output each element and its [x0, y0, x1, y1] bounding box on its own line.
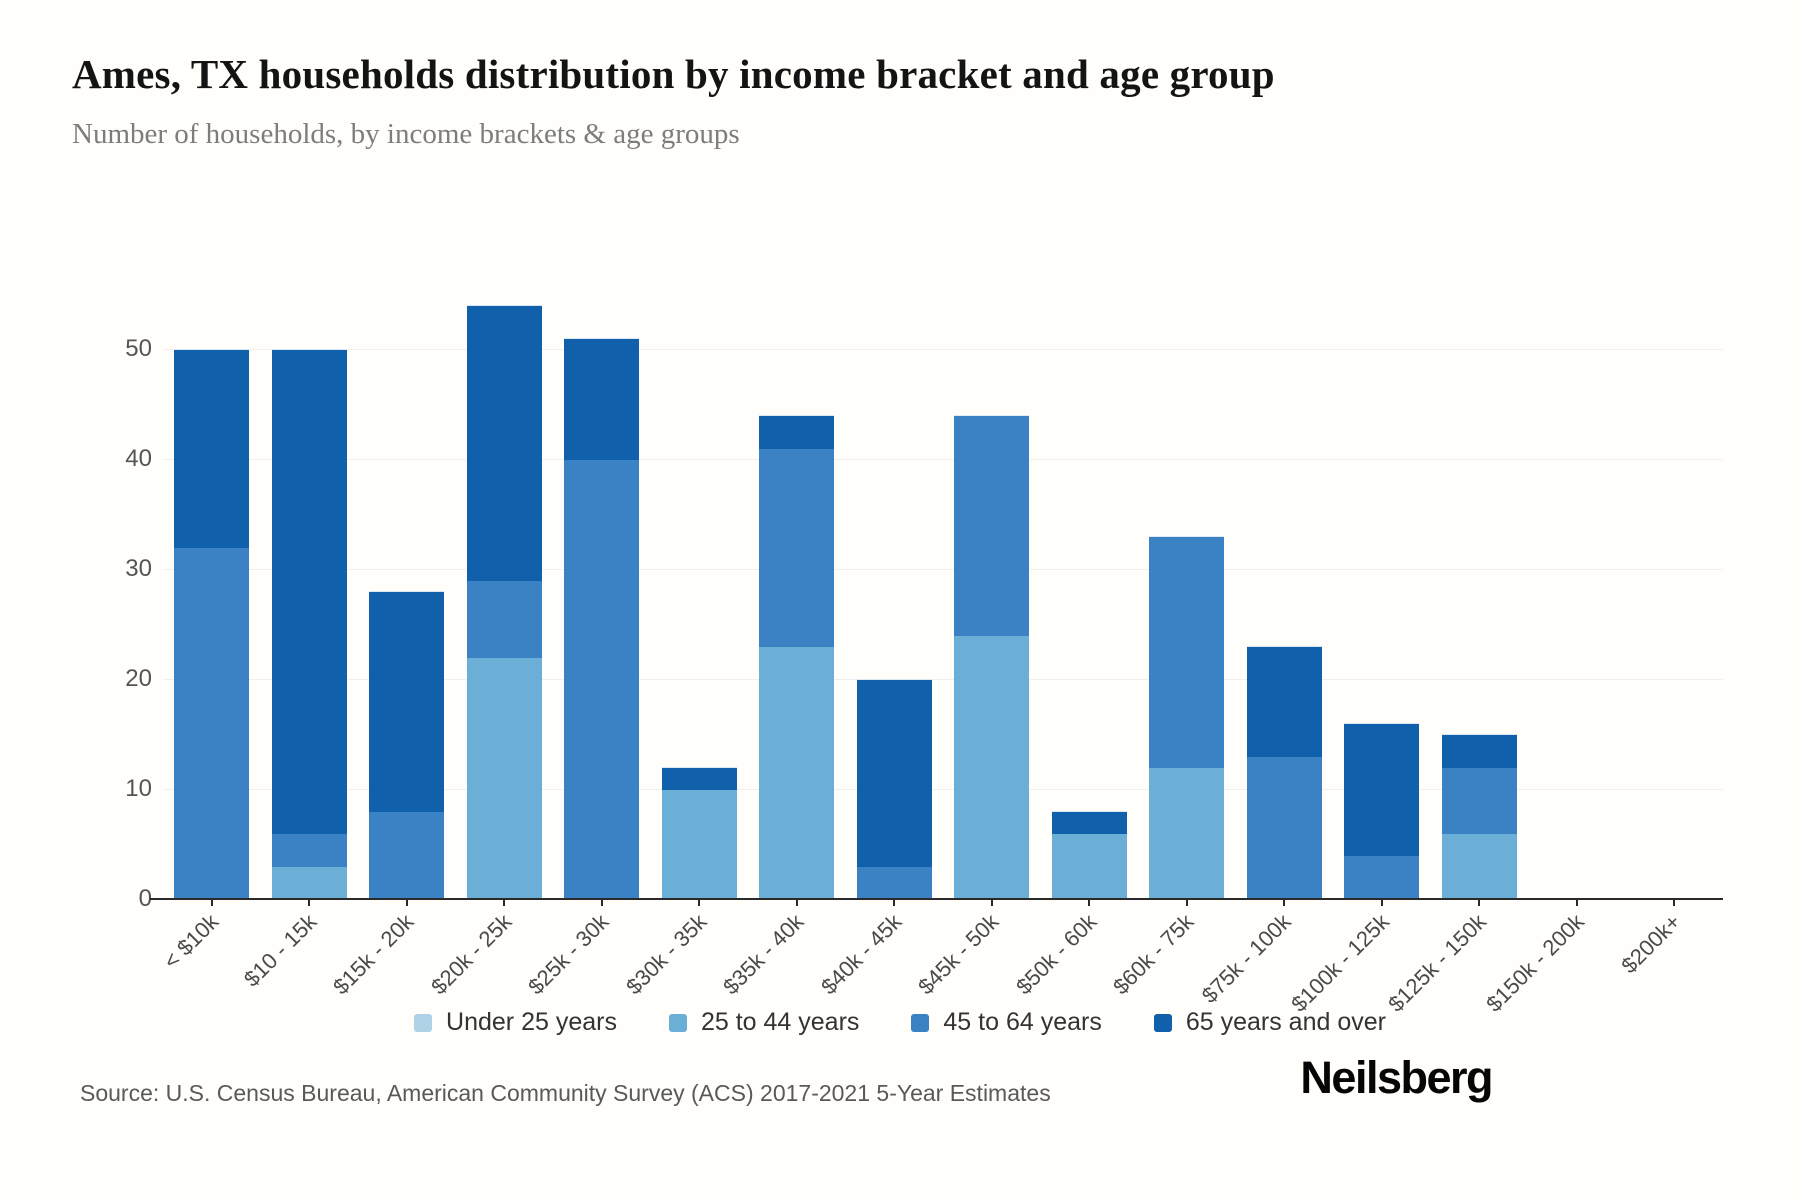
- x-axis-tick: [1575, 899, 1578, 906]
- legend-swatch-icon: [668, 1013, 687, 1032]
- y-gridline: [163, 789, 1723, 790]
- bar-segment[interactable]: [1149, 536, 1225, 768]
- bar-segment[interactable]: [466, 657, 542, 899]
- bar-segment[interactable]: [174, 349, 250, 548]
- x-axis-tick: [210, 899, 213, 906]
- legend-item[interactable]: 65 years and over: [1153, 1008, 1386, 1037]
- x-axis-tick-label: $75k - 100k: [1196, 909, 1296, 1008]
- bar-segment[interactable]: [1246, 646, 1322, 757]
- x-axis-tick: [308, 899, 311, 906]
- x-axis-tick: [1283, 899, 1286, 906]
- x-axis-tick-label: $200k+: [1616, 909, 1686, 979]
- x-axis-tick-label: $15k - 20k: [328, 909, 419, 1000]
- legend-item[interactable]: Under 25 years: [414, 1008, 617, 1037]
- bar-segment[interactable]: [369, 811, 445, 899]
- bar-segment[interactable]: [1246, 756, 1322, 899]
- x-axis-tick-label: $125k - 150k: [1383, 909, 1491, 1017]
- x-axis-tick-label: $40k - 45k: [815, 909, 906, 1000]
- bar-segment[interactable]: [1051, 833, 1127, 899]
- y-gridline: [163, 349, 1723, 350]
- x-axis-tick-label: $60k - 75k: [1108, 909, 1199, 1000]
- bar-segment[interactable]: [1441, 767, 1517, 834]
- bar-segment[interactable]: [564, 459, 640, 899]
- x-axis-tick: [405, 899, 408, 906]
- x-axis-tick: [1380, 899, 1383, 906]
- bar-segment[interactable]: [661, 789, 737, 899]
- y-gridline: [163, 679, 1723, 680]
- legend-swatch-icon: [911, 1013, 930, 1032]
- bar-segment[interactable]: [954, 635, 1030, 899]
- bar-segment[interactable]: [466, 580, 542, 658]
- x-axis-tick-label: $35k - 40k: [718, 909, 809, 1000]
- x-axis-tick-label: $20k - 25k: [425, 909, 516, 1000]
- x-axis-tick: [503, 899, 506, 906]
- x-axis-tick-label: $150k - 200k: [1480, 909, 1589, 1017]
- x-axis-tick-label: $10 - 15k: [238, 909, 321, 992]
- legend: Under 25 years 25 to 44 years 45 to 64 yea…: [0, 1008, 1800, 1037]
- legend-label: Under 25 years: [446, 1008, 617, 1036]
- bar-segment[interactable]: [1344, 855, 1420, 899]
- x-axis-tick: [795, 899, 798, 906]
- bar-segment[interactable]: [564, 338, 640, 460]
- legend-item[interactable]: 45 to 64 years: [911, 1008, 1102, 1037]
- y-axis-tick-label: 30: [125, 555, 152, 582]
- bar-segment[interactable]: [759, 646, 835, 899]
- y-axis-tick-label: 40: [125, 445, 152, 472]
- bar-segment[interactable]: [369, 591, 445, 812]
- source-note: Source: U.S. Census Bureau, American Com…: [80, 1080, 1051, 1106]
- bar-segment[interactable]: [856, 866, 932, 899]
- bar-segment[interactable]: [1051, 811, 1127, 834]
- legend-label: 65 years and over: [1185, 1008, 1386, 1036]
- legend-swatch-icon: [1153, 1013, 1172, 1032]
- y-axis-tick-label: 20: [125, 665, 152, 692]
- bar-segment[interactable]: [271, 349, 347, 834]
- x-axis-tick-label: $50k - 60k: [1010, 909, 1101, 1000]
- x-axis-tick: [698, 899, 701, 906]
- x-axis-tick: [1088, 899, 1091, 906]
- legend-label: 25 to 44 years: [700, 1008, 860, 1036]
- bar-segment[interactable]: [271, 833, 347, 867]
- x-axis-line: [150, 898, 1723, 900]
- y-axis-tick-label: 0: [138, 885, 152, 912]
- bar-segment[interactable]: [466, 305, 542, 581]
- x-axis-tick: [1185, 899, 1188, 906]
- legend-item[interactable]: 25 to 44 years: [668, 1008, 860, 1037]
- x-axis-tick-label: < $10k: [158, 909, 224, 974]
- bar-segment[interactable]: [174, 547, 250, 899]
- bar-segment[interactable]: [1441, 734, 1517, 768]
- x-axis-tick: [990, 899, 993, 906]
- chart-subtitle: Number of households, by income brackets…: [72, 118, 740, 150]
- bar-segment[interactable]: [759, 415, 835, 449]
- bar-segment[interactable]: [759, 448, 835, 647]
- legend-swatch-icon: [414, 1013, 433, 1032]
- bar-segment[interactable]: [1149, 767, 1225, 899]
- x-axis-tick-label: $30k - 35k: [620, 909, 711, 1000]
- bar-segment[interactable]: [1344, 723, 1420, 856]
- bar-segment[interactable]: [271, 866, 347, 899]
- y-axis-tick-label: 50: [125, 335, 152, 362]
- x-axis-tick: [1673, 899, 1676, 906]
- brand-logo: Neilsberg: [1300, 1052, 1493, 1103]
- y-gridline: [163, 459, 1723, 460]
- bar-segment[interactable]: [661, 767, 737, 790]
- bar-segment[interactable]: [856, 679, 932, 867]
- x-axis-tick-label: $45k - 50k: [913, 909, 1004, 1000]
- legend-label: 45 to 64 years: [943, 1008, 1102, 1036]
- bar-segment[interactable]: [954, 415, 1030, 636]
- x-axis-tick-label: $25k - 30k: [523, 909, 614, 1000]
- x-axis-tick: [1478, 899, 1481, 906]
- bar-segment[interactable]: [1441, 833, 1517, 899]
- x-axis-tick: [600, 899, 603, 906]
- x-axis-tick-label: $100k - 125k: [1285, 909, 1394, 1017]
- y-axis-tick-label: 10: [125, 775, 152, 802]
- x-axis-tick: [893, 899, 896, 906]
- chart-title: Ames, TX households distribution by inco…: [72, 51, 1275, 97]
- y-gridline: [163, 569, 1723, 570]
